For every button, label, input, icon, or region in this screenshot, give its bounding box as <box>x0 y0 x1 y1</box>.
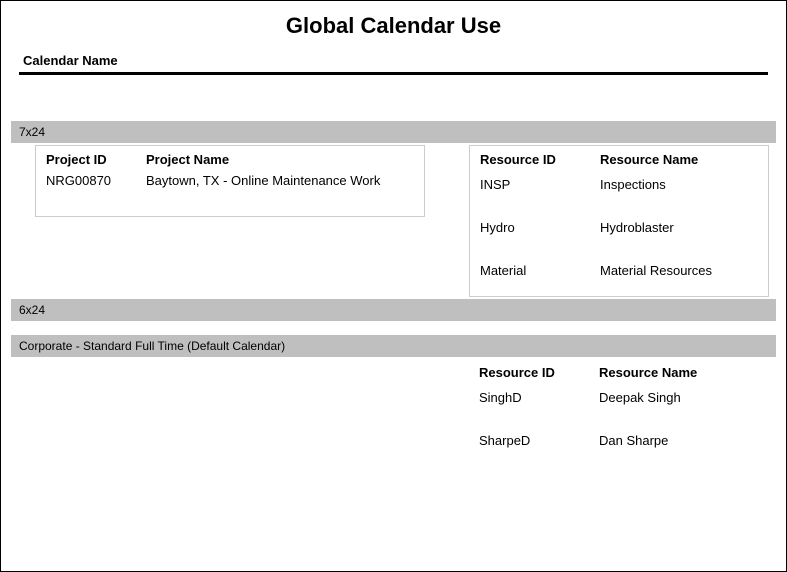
resources-table: Resource ID Resource Name SinghD Deepak … <box>469 359 769 458</box>
cell-resource-id: INSP <box>480 177 600 192</box>
col-header-resource-name: Resource Name <box>599 365 759 380</box>
cell-resource-name: Material Resources <box>600 263 758 278</box>
cell-resource-name: Hydroblaster <box>600 220 758 235</box>
report-title: Global Calendar Use <box>1 1 786 45</box>
calendar-content-row: Resource ID Resource Name SinghD Deepak … <box>11 357 776 458</box>
table-row: SharpeD Dan Sharpe <box>479 429 759 448</box>
table-row: Material Material Resources <box>480 259 758 286</box>
resources-column: Resource ID Resource Name INSP Inspectio… <box>469 143 769 297</box>
cell-resource-id: SharpeD <box>479 433 599 448</box>
resources-column: Resource ID Resource Name SinghD Deepak … <box>469 357 769 458</box>
col-header-project-id: Project ID <box>46 152 146 167</box>
col-header-project-name: Project Name <box>146 152 414 167</box>
projects-column <box>11 357 469 458</box>
calendar-band: Corporate - Standard Full Time (Default … <box>11 335 776 357</box>
cell-resource-name: Inspections <box>600 177 758 192</box>
cell-resource-id: SinghD <box>479 390 599 405</box>
cell-project-name: Baytown, TX - Online Maintenance Work <box>146 173 414 188</box>
table-row: INSP Inspections <box>480 173 758 216</box>
cell-resource-name: Deepak Singh <box>599 390 759 405</box>
calendar-band: 6x24 <box>11 299 776 321</box>
cell-resource-id: Hydro <box>480 220 600 235</box>
resources-table: Resource ID Resource Name INSP Inspectio… <box>469 145 769 297</box>
projects-column: Project ID Project Name NRG00870 Baytown… <box>11 143 469 297</box>
table-row: SinghD Deepak Singh <box>479 386 759 429</box>
table-row: Hydro Hydroblaster <box>480 216 758 259</box>
resources-header: Resource ID Resource Name <box>479 365 759 386</box>
col-header-resource-id: Resource ID <box>480 152 600 167</box>
table-row: NRG00870 Baytown, TX - Online Maintenanc… <box>46 171 414 188</box>
col-header-resource-name: Resource Name <box>600 152 758 167</box>
projects-header: Project ID Project Name <box>46 152 414 171</box>
cell-resource-id: Material <box>480 263 600 278</box>
col-header-resource-id: Resource ID <box>479 365 599 380</box>
cell-resource-name: Dan Sharpe <box>599 433 759 448</box>
section-label: Calendar Name <box>1 45 786 72</box>
spacer <box>1 321 786 335</box>
projects-table: Project ID Project Name NRG00870 Baytown… <box>35 145 425 217</box>
cell-project-id: NRG00870 <box>46 173 146 188</box>
calendar-content-row: Project ID Project Name NRG00870 Baytown… <box>11 143 776 297</box>
calendar-band: 7x24 <box>11 121 776 143</box>
resources-header: Resource ID Resource Name <box>480 152 758 173</box>
spacer <box>1 75 786 121</box>
